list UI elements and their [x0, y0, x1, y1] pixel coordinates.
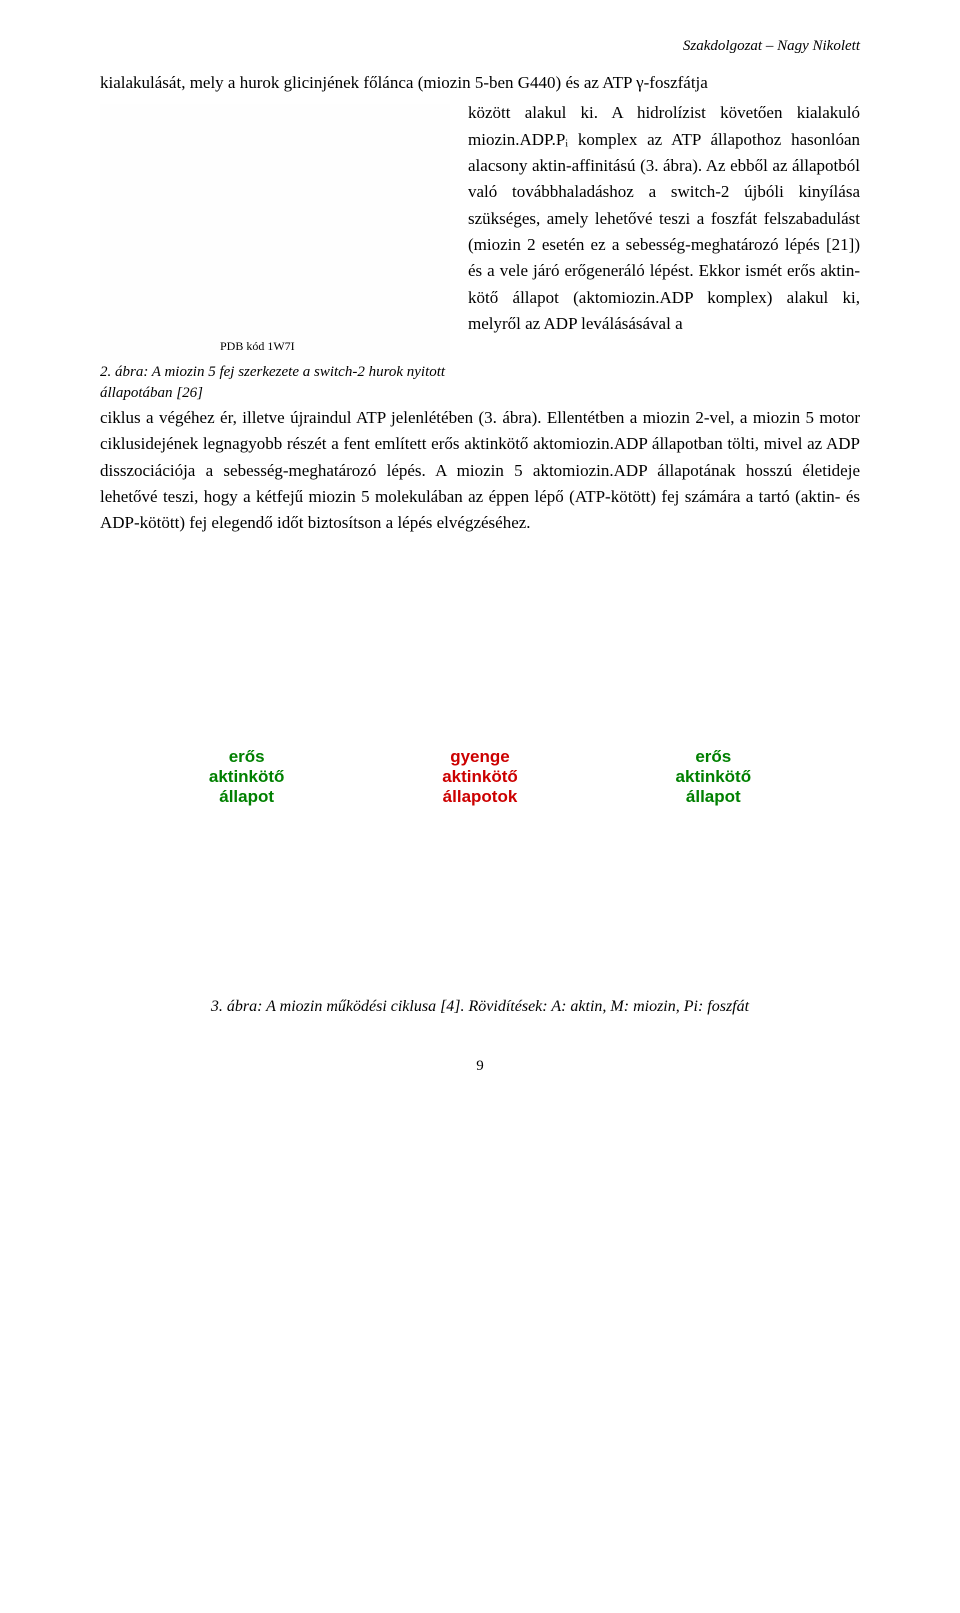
figure-3-caption: 3. ábra: A miozin működési ciklusa [4]. …	[100, 998, 860, 1016]
paragraph-continuation: ciklus a végéhez ér, illetve újraindul A…	[100, 405, 860, 537]
pdb-code-label: PDB kód 1W7I	[220, 339, 295, 354]
figure-2-box: PDB kód 1W7I 2. ábra: A miozin 5 fej sze…	[100, 104, 450, 403]
state-text: erős	[229, 747, 265, 766]
figure-2-image: PDB kód 1W7I	[100, 104, 450, 360]
state-text: aktinkötő	[209, 767, 285, 786]
state-text: erős	[695, 747, 731, 766]
state-text: aktinkötő	[676, 767, 752, 786]
state-text: állapotok	[443, 787, 518, 806]
page-number: 9	[100, 1058, 860, 1075]
paragraph-first-line: kialakulását, mely a hurok glicinjének f…	[100, 70, 860, 96]
figure-2-caption: 2. ábra: A miozin 5 fej szerkezete a swi…	[100, 362, 450, 403]
state-strong-right: erős aktinkötő állapot	[676, 747, 752, 808]
state-text: állapot	[686, 787, 741, 806]
state-text: állapot	[219, 787, 274, 806]
state-strong-left: erős aktinkötő állapot	[209, 747, 285, 808]
state-labels-row: erős aktinkötő állapot gyenge aktinkötő …	[100, 747, 860, 808]
state-weak-middle: gyenge aktinkötő állapotok	[442, 747, 518, 808]
running-header: Szakdolgozat – Nagy Nikolett	[683, 38, 860, 55]
state-text: gyenge	[450, 747, 510, 766]
state-text: aktinkötő	[442, 767, 518, 786]
